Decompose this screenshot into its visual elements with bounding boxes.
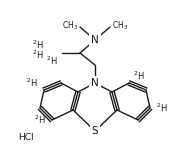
Text: $^{2}$H: $^{2}$H <box>34 114 46 126</box>
Text: HCl: HCl <box>18 134 34 142</box>
Text: $^{2}$H: $^{2}$H <box>27 77 38 89</box>
Text: N: N <box>91 35 99 45</box>
Text: $^{2}$H: $^{2}$H <box>33 39 44 51</box>
Text: CH$_3$: CH$_3$ <box>62 20 78 32</box>
Text: $^{2}$H: $^{2}$H <box>46 55 58 67</box>
Text: $^{2}$H: $^{2}$H <box>33 49 44 61</box>
Text: N: N <box>91 78 99 88</box>
Text: $^{2}$H: $^{2}$H <box>156 102 168 114</box>
Text: CH$_3$: CH$_3$ <box>112 20 128 32</box>
Text: S: S <box>92 126 98 136</box>
Text: $^{2}$H: $^{2}$H <box>133 70 145 82</box>
